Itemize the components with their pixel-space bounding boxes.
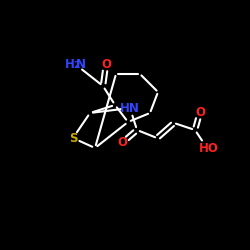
Text: N: N [76,58,86,70]
Text: O: O [101,58,111,70]
Text: HN: HN [120,102,140,114]
Text: H: H [65,58,75,70]
Text: O: O [117,136,127,149]
Text: O: O [195,106,205,118]
Text: S: S [69,132,77,144]
Text: HO: HO [199,142,219,154]
Text: 2: 2 [73,62,79,70]
